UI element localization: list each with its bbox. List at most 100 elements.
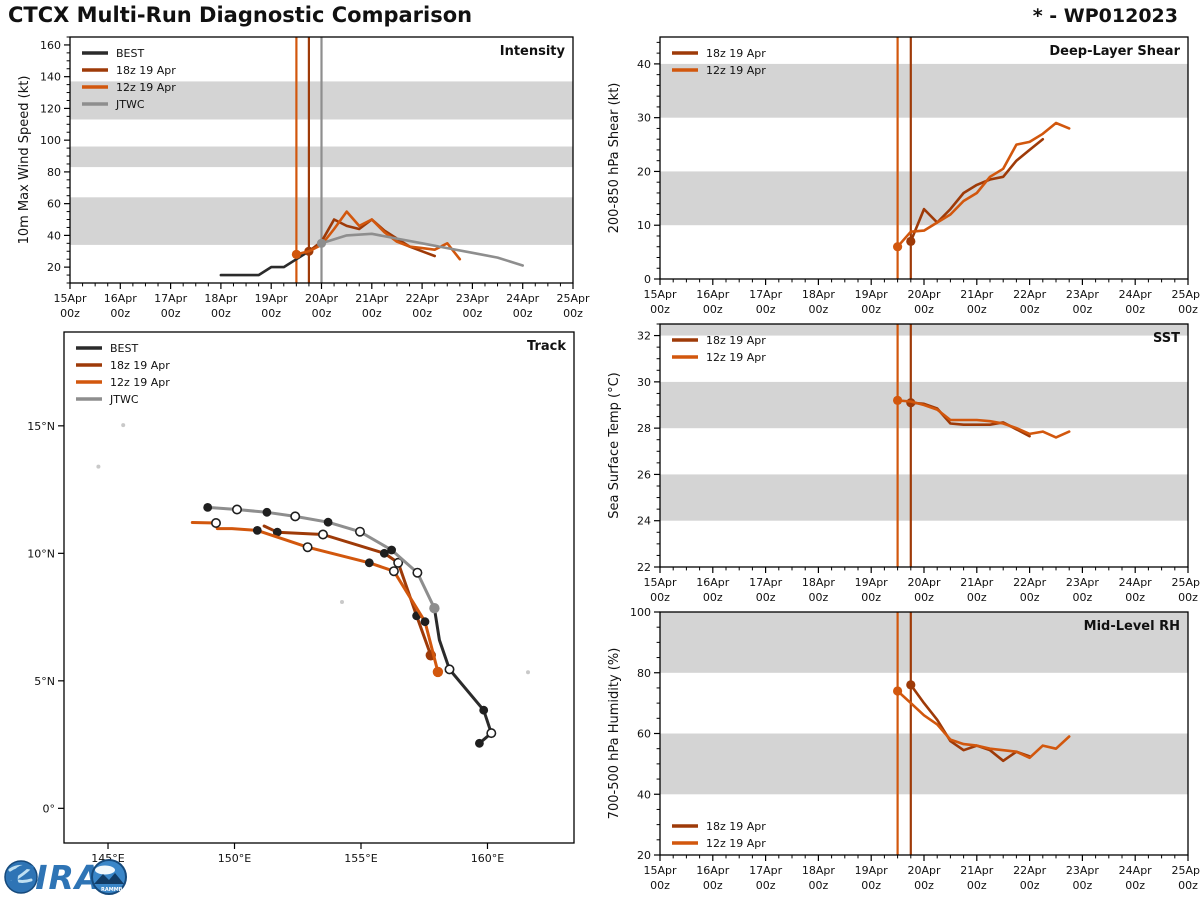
- x-tick-hour-label: 00z: [1178, 591, 1198, 604]
- x-tick-label: 22Apr: [1013, 288, 1047, 301]
- track-line-12z-19-apr: [190, 521, 440, 674]
- island-mark: [96, 464, 101, 469]
- island-mark: [340, 600, 344, 604]
- x-tick-label: 24Apr: [506, 292, 540, 305]
- y-tick-label: 26: [637, 468, 651, 481]
- init-position-dot: [432, 666, 444, 678]
- rammb-logo-text: RAMMB: [101, 887, 123, 893]
- x-tick-label: 20Apr: [907, 576, 941, 589]
- track-legend-label-12z-19-apr: 12z 19 Apr: [110, 376, 170, 389]
- x-tick-hour-label: 00z: [110, 307, 130, 320]
- x-tick-label: 24Apr: [1119, 288, 1153, 301]
- x-tick-hour-label: 00z: [1073, 879, 1093, 892]
- x-tick-hour-label: 00z: [861, 591, 881, 604]
- x-tick-hour-label: 00z: [861, 879, 881, 892]
- x-tick-label: 18Apr: [802, 576, 836, 589]
- cira-rammb-logo: CIRA RAMMB: [4, 858, 127, 897]
- track-point-00z: [379, 548, 389, 558]
- sst-legend-label-12z-19-apr: 12z 19 Apr: [706, 351, 766, 364]
- x-tick-label: 22Apr: [1013, 576, 1047, 589]
- x-tick-hour-label: 00z: [756, 591, 776, 604]
- x-tick-label: 23Apr: [1066, 288, 1100, 301]
- x-tick-label: 19Apr: [855, 288, 889, 301]
- shear-legend-label-12z-19-apr: 12z 19 Apr: [706, 64, 766, 77]
- x-tick-label: 24Apr: [1119, 576, 1153, 589]
- y-tick-label: 30: [637, 112, 651, 125]
- x-tick-hour-label: 00z: [1125, 879, 1145, 892]
- track-point-12z: [290, 511, 301, 522]
- x-tick-hour-label: 00z: [650, 879, 670, 892]
- x-tick-label: 23Apr: [1066, 576, 1100, 589]
- x-tick-hour-label: 00z: [861, 303, 881, 316]
- x-tick-hour-label: 00z: [1178, 303, 1198, 316]
- intensity-legend-label-jtwc: JTWC: [115, 98, 145, 111]
- y-tick-label: 40: [637, 58, 651, 71]
- rh-legend-label-18z-19-apr: 18z 19 Apr: [706, 820, 766, 833]
- shear-y-axis-label: 200-850 hPa Shear (kt): [607, 83, 622, 234]
- x-tick-label: 21Apr: [960, 288, 994, 301]
- intensity-legend-label-best: BEST: [116, 47, 144, 60]
- y-tick-label: 60: [47, 198, 61, 211]
- x-tick-hour-label: 00z: [513, 307, 533, 320]
- x-tick-hour-label: 00z: [914, 879, 934, 892]
- track-point-00z: [262, 507, 272, 517]
- x-tick-label: 25Apr: [1171, 864, 1200, 877]
- island-mark: [526, 670, 530, 675]
- x-tick-hour-label: 00z: [1125, 591, 1145, 604]
- island-mark: [121, 423, 126, 428]
- y-tick-label: 140: [40, 71, 61, 84]
- x-tick-hour-label: 00z: [1020, 879, 1040, 892]
- rh-init-dot-12z-19-apr: [893, 686, 903, 696]
- x-tick-hour-label: 00z: [1073, 591, 1093, 604]
- x-tick-label: 16Apr: [696, 864, 730, 877]
- rh-line-12z-19-apr: [896, 689, 1071, 760]
- x-tick-hour-label: 00z: [914, 303, 934, 316]
- page-title: CTCX Multi-Run Diagnostic Comparison: [8, 3, 473, 27]
- sst-panel-title: SST: [1153, 331, 1180, 346]
- storm-id-label: * - WP012023: [1032, 5, 1178, 27]
- y-tick-label: 5°N: [34, 675, 55, 688]
- rh-y-axis-label: 700-500 hPa Humidity (%): [607, 648, 622, 820]
- track-point-12z: [211, 517, 222, 528]
- track-point-00z: [272, 527, 282, 537]
- x-tick-hour-label: 00z: [756, 879, 776, 892]
- x-tick-label: 22Apr: [1013, 864, 1047, 877]
- y-tick-label: 100: [40, 134, 61, 147]
- x-tick-label: 19Apr: [255, 292, 289, 305]
- x-tick-label: 15Apr: [643, 288, 677, 301]
- shear-panel-title: Deep-Layer Shear: [1049, 44, 1180, 59]
- x-tick-hour-label: 00z: [1020, 303, 1040, 316]
- y-tick-label: 24: [637, 515, 651, 528]
- x-tick-label: 17Apr: [749, 288, 783, 301]
- globe-swirl-icon: [8, 864, 33, 883]
- track-point-00z: [479, 705, 489, 715]
- y-tick-label: 0°: [43, 802, 56, 815]
- shear-init-dot-18z-19-apr: [906, 236, 916, 246]
- track-point-12z: [444, 664, 455, 675]
- track-line-jtwc: [206, 505, 436, 610]
- track-legend-label-best: BEST: [110, 342, 138, 355]
- track-point-12z: [393, 557, 404, 568]
- track-point-00z: [420, 617, 430, 627]
- track-point-00z: [252, 526, 262, 535]
- rh-init-dot-18z-19-apr: [906, 680, 916, 690]
- x-tick-hour-label: 00z: [211, 307, 231, 320]
- track-point-12z: [388, 566, 399, 577]
- x-tick-label: 15Apr: [643, 864, 677, 877]
- track-point-00z: [364, 558, 374, 568]
- track-point-12z: [486, 728, 497, 739]
- track-point-00z: [203, 503, 213, 512]
- x-tick-hour-label: 00z: [261, 307, 281, 320]
- sst-init-dot-12z-19-apr: [893, 395, 903, 405]
- x-tick-hour-label: 00z: [463, 307, 483, 320]
- x-tick-label: 18Apr: [802, 288, 836, 301]
- track-point-12z: [232, 504, 243, 515]
- x-tick-label: 17Apr: [749, 576, 783, 589]
- x-tick-hour-label: 00z: [703, 303, 723, 316]
- y-tick-label: 32: [637, 330, 651, 343]
- y-tick-label: 20: [637, 165, 651, 178]
- x-tick-hour-label: 00z: [1073, 303, 1093, 316]
- x-tick-label: 16Apr: [696, 576, 730, 589]
- y-tick-label: 60: [637, 728, 651, 741]
